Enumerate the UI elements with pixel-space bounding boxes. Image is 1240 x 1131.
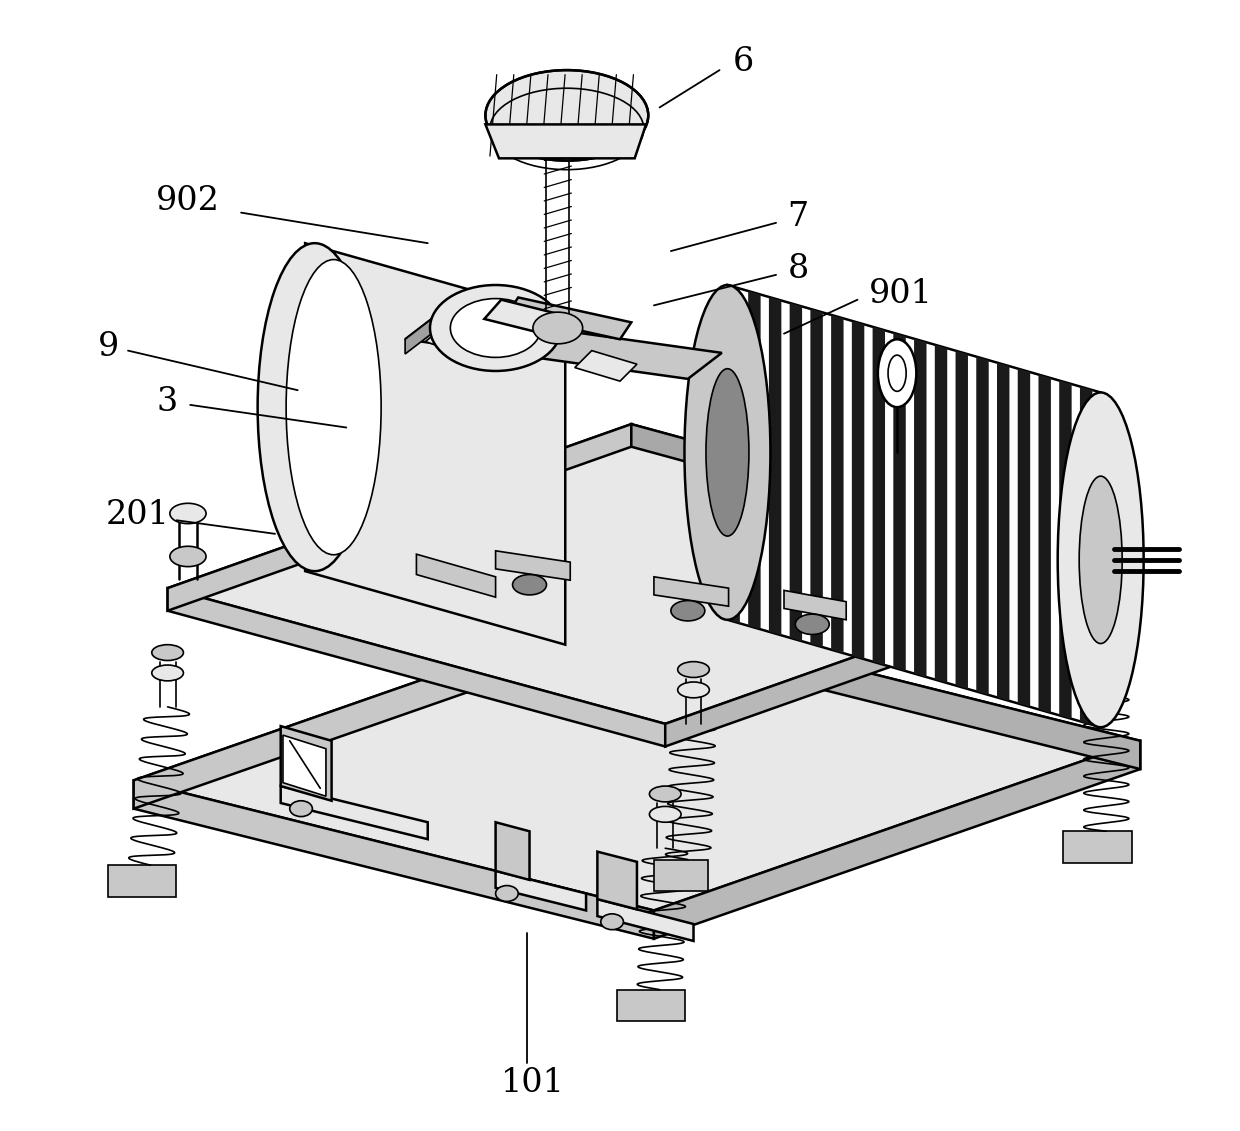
Ellipse shape (650, 806, 681, 822)
Polygon shape (496, 822, 529, 880)
Polygon shape (507, 297, 631, 339)
Text: 3: 3 (156, 386, 177, 417)
Ellipse shape (706, 369, 749, 536)
Ellipse shape (151, 665, 184, 681)
Ellipse shape (1090, 633, 1122, 649)
Polygon shape (976, 356, 988, 694)
Polygon shape (1038, 374, 1052, 713)
Polygon shape (784, 590, 846, 620)
Polygon shape (280, 786, 428, 839)
Text: 9: 9 (98, 331, 119, 363)
Polygon shape (873, 327, 885, 665)
Ellipse shape (684, 285, 770, 620)
Polygon shape (728, 285, 1101, 727)
Ellipse shape (650, 786, 681, 802)
Polygon shape (167, 588, 665, 746)
Ellipse shape (678, 682, 709, 698)
Text: 901: 901 (869, 278, 932, 310)
Polygon shape (167, 424, 631, 611)
Polygon shape (134, 611, 1141, 910)
Polygon shape (665, 560, 1128, 746)
Polygon shape (496, 551, 570, 580)
Polygon shape (914, 339, 926, 677)
Polygon shape (134, 780, 653, 939)
Polygon shape (620, 611, 1141, 769)
Ellipse shape (678, 662, 709, 677)
Ellipse shape (888, 355, 906, 391)
Polygon shape (956, 351, 968, 689)
Polygon shape (728, 285, 740, 623)
Ellipse shape (795, 614, 830, 634)
Polygon shape (598, 899, 693, 941)
Polygon shape (108, 865, 176, 897)
Ellipse shape (170, 503, 206, 524)
Ellipse shape (496, 886, 518, 901)
Polygon shape (405, 313, 439, 354)
Ellipse shape (878, 339, 916, 407)
Polygon shape (280, 726, 331, 801)
Ellipse shape (533, 312, 583, 344)
Polygon shape (1018, 369, 1030, 707)
Ellipse shape (671, 601, 704, 621)
Ellipse shape (258, 243, 372, 571)
Ellipse shape (600, 914, 624, 930)
Polygon shape (631, 424, 1128, 582)
Ellipse shape (286, 260, 381, 555)
Text: 201: 201 (105, 499, 170, 530)
Polygon shape (653, 860, 708, 891)
Polygon shape (134, 611, 620, 809)
Polygon shape (893, 333, 905, 671)
Polygon shape (496, 871, 587, 910)
Ellipse shape (1094, 478, 1130, 499)
Text: 101: 101 (501, 1068, 565, 1099)
Polygon shape (616, 990, 686, 1021)
Ellipse shape (1058, 392, 1143, 727)
Polygon shape (283, 735, 326, 796)
Polygon shape (1080, 387, 1092, 725)
Ellipse shape (450, 299, 541, 357)
Polygon shape (575, 351, 637, 381)
Polygon shape (769, 297, 781, 636)
Polygon shape (831, 314, 843, 654)
Ellipse shape (290, 801, 312, 817)
Polygon shape (305, 243, 565, 645)
Polygon shape (653, 577, 729, 606)
Text: 7: 7 (787, 201, 808, 233)
Ellipse shape (1079, 476, 1122, 644)
Text: 8: 8 (787, 253, 808, 285)
Polygon shape (425, 319, 496, 356)
Polygon shape (598, 852, 637, 909)
Polygon shape (405, 313, 722, 379)
Polygon shape (1059, 380, 1071, 719)
Polygon shape (485, 124, 646, 158)
Polygon shape (997, 363, 1009, 701)
Ellipse shape (430, 285, 562, 371)
Ellipse shape (512, 575, 547, 595)
Polygon shape (790, 303, 802, 641)
Ellipse shape (151, 645, 184, 661)
Polygon shape (852, 321, 864, 659)
Polygon shape (417, 554, 496, 597)
Ellipse shape (1090, 654, 1122, 670)
Polygon shape (1064, 831, 1132, 863)
Polygon shape (748, 291, 760, 629)
Text: 6: 6 (733, 46, 754, 78)
Ellipse shape (170, 546, 206, 567)
Polygon shape (811, 309, 823, 647)
Polygon shape (935, 345, 947, 683)
Ellipse shape (485, 70, 649, 161)
Text: 902: 902 (156, 185, 221, 217)
Polygon shape (653, 741, 1141, 939)
Polygon shape (167, 424, 1128, 724)
Polygon shape (485, 300, 569, 336)
